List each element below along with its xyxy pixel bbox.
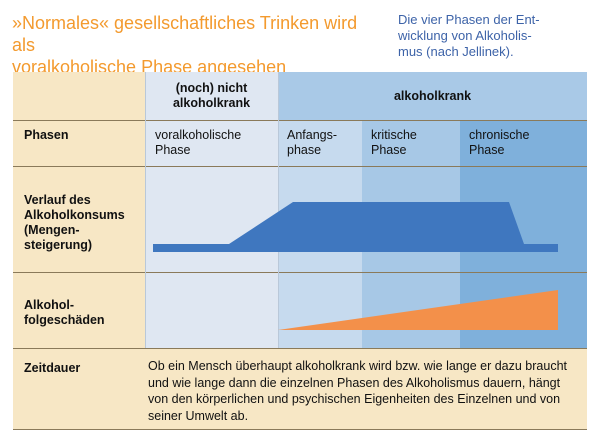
- consumption-band: [153, 202, 558, 252]
- row-label-zeitdauer: Zeitdauer: [24, 361, 81, 375]
- phase-label-kritisch: kritische Phase: [371, 128, 417, 157]
- row-label-verlauf: Verlauf des Alkoholkonsums (Mengen- stei…: [24, 193, 125, 252]
- divider-line: [13, 166, 587, 167]
- damage-wedge: [278, 290, 558, 330]
- row-label-folgeschaeden: Alkohol- folgeschäden: [24, 298, 105, 327]
- column-divider: [145, 72, 146, 348]
- phase-label-anfang: Anfangs- phase: [287, 128, 338, 157]
- phase-bg-voralkoholisch: [145, 72, 278, 348]
- phase-label-chronisch: chronische Phase: [469, 128, 530, 157]
- divider-line: [13, 120, 587, 121]
- header-alcoholic: alkoholkrank: [393, 89, 472, 103]
- column-divider: [278, 72, 279, 348]
- divider-line: [13, 348, 587, 349]
- header-not-alcoholic: (noch) nicht alkoholkrank: [172, 81, 251, 110]
- divider-line: [13, 429, 587, 430]
- row-label-phasen: Phasen: [24, 128, 69, 142]
- zeitdauer-text: Ob ein Mensch überhaupt alkoholkrank wir…: [148, 359, 567, 423]
- header-bg-alkoholkrank: [278, 72, 587, 120]
- caption: Die vier Phasen der Ent- wicklung von Al…: [398, 12, 540, 59]
- divider-line: [13, 272, 587, 273]
- phase-label-voralkoholisch: voralkoholische Phase: [155, 128, 242, 157]
